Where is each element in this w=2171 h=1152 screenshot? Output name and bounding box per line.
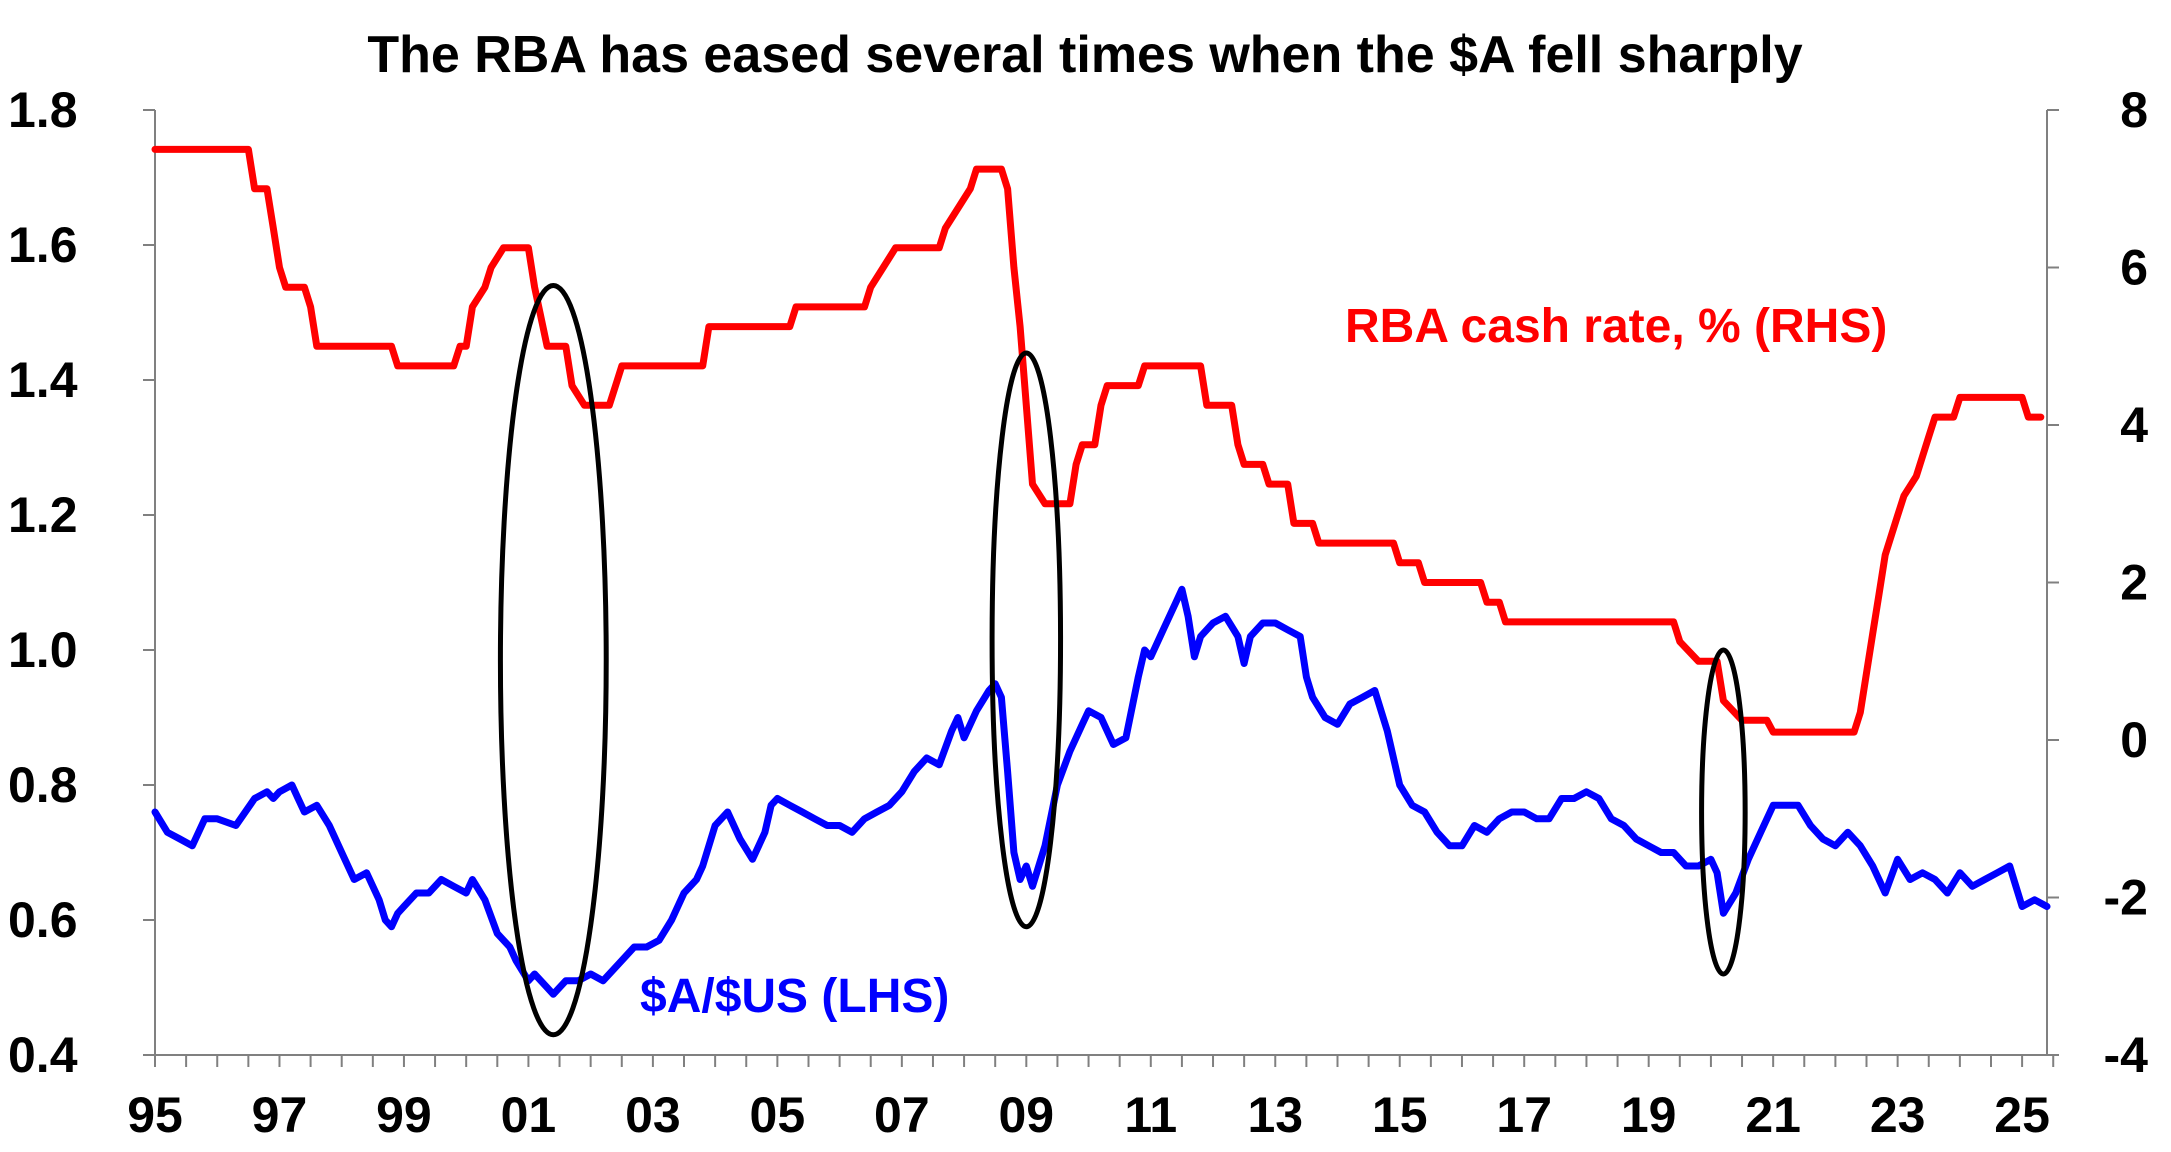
left-tick-label: 1.8 xyxy=(8,82,78,138)
aud-series-label: $A/$US (LHS) xyxy=(640,970,949,1023)
left-tick-label: 1.0 xyxy=(8,622,78,678)
series-lines xyxy=(151,145,2051,998)
x-tick-label: 19 xyxy=(1621,1087,1677,1143)
right-tick-label: -2 xyxy=(2104,870,2148,926)
x-tick-label: 25 xyxy=(1994,1087,2050,1143)
right-tick-label: 4 xyxy=(2120,397,2148,453)
x-tick-label: 23 xyxy=(1870,1087,1926,1143)
x-tick-label: 03 xyxy=(625,1087,681,1143)
x-tick-label: 05 xyxy=(750,1087,806,1143)
highlight-ellipse xyxy=(1699,647,1748,977)
left-tick-label: 1.2 xyxy=(8,487,78,543)
cash-rate-line xyxy=(151,145,2045,736)
x-tick-label: 11 xyxy=(1124,1087,1177,1143)
right-tick-label: 6 xyxy=(2120,240,2148,296)
rate-series-label: RBA cash rate, % (RHS) xyxy=(1345,300,1887,353)
x-tick-label: 17 xyxy=(1496,1087,1552,1143)
highlight-ellipse xyxy=(989,350,1064,930)
right-tick-label: 2 xyxy=(2120,555,2148,611)
x-tick-label: 07 xyxy=(874,1087,930,1143)
aud-usd-line xyxy=(151,585,2051,998)
highlight-ellipses xyxy=(497,283,1748,1038)
right-tick-label: 0 xyxy=(2120,712,2148,768)
x-tick-label: 13 xyxy=(1247,1087,1303,1143)
left-tick-label: 0.8 xyxy=(8,757,78,813)
left-tick-label: 0.6 xyxy=(8,892,78,948)
right-tick-label: 8 xyxy=(2120,82,2148,138)
x-tick-label: 15 xyxy=(1372,1087,1428,1143)
highlight-ellipse xyxy=(497,283,609,1038)
x-tick-label: 09 xyxy=(999,1087,1055,1143)
x-tick-label: 97 xyxy=(252,1087,308,1143)
x-tick-label: 99 xyxy=(376,1087,432,1143)
left-tick-label: 1.4 xyxy=(8,352,78,408)
x-tick-label: 21 xyxy=(1745,1087,1801,1143)
x-tick-label: 95 xyxy=(127,1087,183,1143)
chart-title: The RBA has eased several times when the… xyxy=(367,26,1802,84)
axes: 0.4 0.6 0.8 1.0 1.2 1.4 1.6 1.8 -4 -2 0 2 4 6 8 95 97 99 0… xyxy=(8,82,2148,1143)
right-tick-label: -4 xyxy=(2104,1027,2149,1083)
left-tick-label: 1.6 xyxy=(8,217,78,273)
x-tick-label: 01 xyxy=(501,1087,557,1143)
left-tick-label: 0.4 xyxy=(8,1027,78,1083)
